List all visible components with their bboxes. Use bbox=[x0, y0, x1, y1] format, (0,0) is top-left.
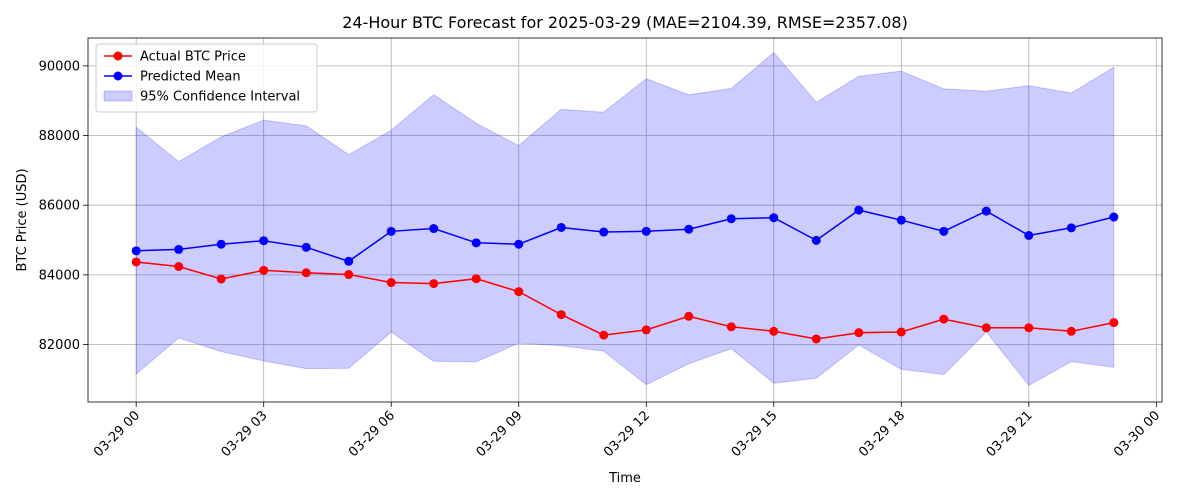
data-point bbox=[514, 239, 524, 249]
confidence-interval-band bbox=[135, 51, 1115, 386]
legend-label-confidence: 95% Confidence Interval bbox=[140, 90, 300, 105]
legend-label-actual: Actual BTC Price bbox=[140, 50, 246, 65]
data-point bbox=[684, 224, 694, 234]
data-point bbox=[1066, 326, 1076, 336]
data-point bbox=[301, 242, 311, 252]
data-point bbox=[726, 322, 736, 332]
data-point bbox=[769, 213, 779, 223]
data-point bbox=[1024, 231, 1034, 241]
data-point bbox=[939, 314, 949, 324]
data-point bbox=[1066, 223, 1076, 233]
y-axis-ticks: 82000 84000 86000 88000 90000 bbox=[39, 59, 88, 353]
data-point bbox=[301, 268, 311, 278]
data-point bbox=[726, 214, 736, 224]
y-tick-label: 82000 bbox=[39, 338, 80, 353]
data-point bbox=[259, 236, 269, 246]
data-point bbox=[471, 274, 481, 284]
x-tick-label: 03-29 03 bbox=[219, 408, 271, 460]
data-point bbox=[429, 224, 439, 234]
x-axis-label: Time bbox=[608, 471, 641, 486]
data-point bbox=[896, 215, 906, 225]
confidence-band-layer bbox=[135, 51, 1115, 386]
data-point bbox=[599, 227, 609, 237]
data-point bbox=[514, 287, 524, 297]
data-point bbox=[854, 328, 864, 338]
x-tick-label: 03-29 21 bbox=[984, 408, 1036, 460]
legend: Actual BTC Price Predicted Mean 95% Conf… bbox=[95, 43, 318, 113]
legend-marker-actual bbox=[113, 51, 123, 61]
data-point bbox=[344, 256, 354, 266]
y-tick-label: 86000 bbox=[39, 199, 80, 214]
data-point bbox=[429, 279, 439, 289]
data-point bbox=[769, 326, 779, 336]
legend-label-predicted: Predicted Mean bbox=[140, 70, 241, 85]
data-point bbox=[386, 226, 396, 236]
legend-marker-predicted bbox=[113, 71, 123, 81]
data-point bbox=[131, 257, 141, 267]
data-point bbox=[896, 327, 906, 337]
data-point bbox=[641, 226, 651, 236]
y-axis-label: BTC Price (USD) bbox=[15, 168, 30, 271]
data-point bbox=[981, 206, 991, 216]
data-point bbox=[599, 330, 609, 340]
data-point bbox=[174, 262, 184, 272]
legend-swatch-confidence bbox=[103, 90, 133, 102]
y-tick-label: 90000 bbox=[39, 59, 80, 74]
data-point bbox=[556, 222, 566, 232]
data-point bbox=[981, 323, 991, 333]
data-point bbox=[344, 270, 354, 280]
chart-title: 24-Hour BTC Forecast for 2025-03-29 (MAE… bbox=[342, 13, 908, 32]
data-point bbox=[684, 311, 694, 321]
y-tick-label: 84000 bbox=[39, 268, 80, 283]
x-tick-label: 03-29 15 bbox=[729, 408, 781, 460]
series-line-1 bbox=[136, 209, 1114, 263]
data-point bbox=[556, 310, 566, 320]
data-point bbox=[216, 239, 226, 249]
data-point bbox=[1109, 212, 1119, 222]
data-point bbox=[471, 238, 481, 248]
series-line-0 bbox=[136, 261, 1114, 340]
data-point bbox=[216, 274, 226, 284]
data-point bbox=[386, 278, 396, 288]
data-point bbox=[811, 334, 821, 344]
x-tick-label: 03-30 00 bbox=[1111, 408, 1163, 460]
data-point bbox=[131, 246, 141, 256]
data-point bbox=[174, 244, 184, 254]
x-tick-label: 03-29 12 bbox=[601, 408, 653, 460]
x-tick-label: 03-29 06 bbox=[346, 408, 398, 460]
data-point bbox=[1024, 323, 1034, 333]
data-point bbox=[854, 205, 864, 215]
x-tick-label: 03-29 18 bbox=[856, 408, 908, 460]
legend-box bbox=[95, 43, 318, 113]
data-point bbox=[811, 235, 821, 245]
data-point bbox=[641, 325, 651, 335]
data-point bbox=[1109, 318, 1119, 328]
series-layer bbox=[131, 205, 1119, 344]
x-axis-ticks: 03-29 00 03-29 03 03-29 06 03-29 09 03-29 12… bbox=[91, 402, 1163, 460]
plot-frame bbox=[87, 37, 1163, 403]
data-point bbox=[259, 265, 269, 275]
x-tick-label: 03-29 09 bbox=[474, 408, 526, 460]
x-tick-label: 03-29 00 bbox=[91, 408, 143, 460]
y-tick-label: 88000 bbox=[39, 129, 80, 144]
data-point bbox=[939, 226, 949, 236]
